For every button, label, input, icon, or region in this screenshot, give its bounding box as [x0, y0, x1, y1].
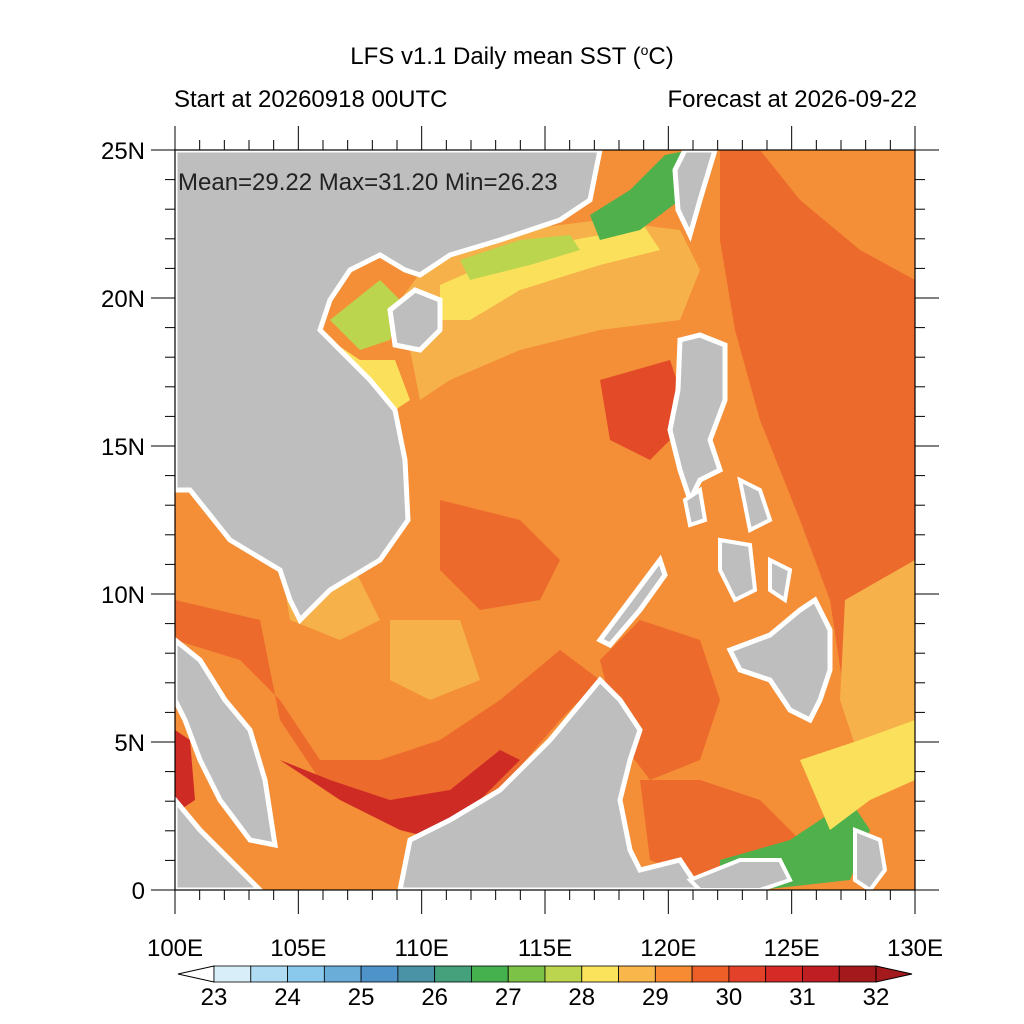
sst-pacific-e — [850, 360, 915, 600]
sst-27-5-coastal — [460, 235, 580, 280]
forecast-date-label: Forecast at 2026-09-22 — [667, 86, 917, 113]
colorbar-swatch — [471, 965, 509, 983]
sst-malacca-31 — [175, 730, 195, 810]
sst-pacific-se — [840, 560, 915, 760]
colorbar-label: 28 — [568, 984, 595, 1011]
colorbar-label: 23 — [201, 984, 228, 1011]
colorbar-swatch — [507, 965, 546, 983]
land-negros — [718, 537, 758, 603]
map-field — [175, 150, 915, 890]
colorbar-swatch — [434, 965, 472, 983]
colorbar-swatch — [397, 965, 436, 983]
colorbar-label: 27 — [495, 984, 522, 1011]
sst-south-central-29 — [390, 620, 480, 700]
land-mindanao — [726, 596, 833, 724]
land-hainan — [387, 287, 443, 353]
land-samar — [737, 476, 773, 533]
map-title: LFS v1.1 Daily mean SST (oC) — [350, 42, 674, 70]
colorbar-swatch — [728, 965, 767, 983]
sst-central-30 — [440, 500, 560, 610]
land-mindoro — [682, 486, 708, 528]
lat-tick-label: 10N — [101, 582, 145, 609]
land-leyte — [768, 556, 793, 604]
axis-layer: 25N 20N 15N 10N 5N 0 100E 105E 110E 115E 120E 125E 1… — [101, 126, 943, 962]
run-start-label: Start at 20260918 00UTC — [174, 86, 448, 113]
lat-tick-label: 5N — [114, 730, 145, 757]
colorbar-label: 29 — [642, 984, 669, 1011]
colorbar-min-arrow — [177, 965, 215, 983]
colorbar-label: 25 — [348, 984, 375, 1011]
land-borneo — [397, 676, 704, 890]
sst-28-band — [440, 220, 660, 320]
lat-tick-label: 0 — [132, 878, 145, 905]
lon-tick-label: 120E — [640, 935, 696, 962]
lon-tick-label: 100E — [147, 935, 203, 962]
colorbar-swatch — [691, 965, 730, 983]
colorbar-label: 32 — [863, 984, 890, 1011]
lon-tick-label: 115E — [518, 935, 572, 962]
colorbar-swatch — [360, 965, 399, 983]
colorbar-swatch — [250, 965, 288, 983]
colorbar-label: 30 — [716, 984, 743, 1011]
land-luzon — [667, 332, 728, 507]
lon-tick-label: 110E — [395, 935, 449, 962]
lat-tick-label: 20N — [101, 286, 145, 313]
colorbar-label: 31 — [789, 984, 816, 1011]
stats-label: Mean=29.22 Max=31.20 Min=26.23 — [178, 169, 558, 196]
land-halmahera — [853, 827, 888, 890]
land-palawan — [596, 554, 668, 649]
colorbar-swatch — [765, 965, 803, 983]
colorbar-swatch — [581, 965, 619, 983]
colorbar-swatch — [838, 965, 877, 983]
colorbar-label: 24 — [274, 984, 301, 1011]
colorbar-swatch — [802, 965, 840, 983]
land-sulawesi — [686, 858, 793, 890]
sst-28-molucca-north — [800, 720, 915, 830]
sst-gulf-tonkin — [330, 280, 400, 350]
lon-tick-label: 105E — [270, 935, 326, 962]
colorbar-swatch — [618, 965, 656, 983]
colorbar-swatch — [544, 965, 583, 983]
colorbar-swatch — [323, 965, 362, 983]
sst-pacific-ne — [760, 150, 915, 280]
lat-tick-label: 15N — [101, 434, 145, 461]
colorbar-swatch — [287, 965, 325, 983]
land-indochina — [175, 150, 603, 625]
colorbar: 23 24 25 26 27 28 29 30 31 32 — [177, 965, 913, 1011]
lon-tick-label: 130E — [887, 935, 943, 962]
lon-tick-label: 125E — [764, 935, 820, 962]
colorbar-swatch — [213, 965, 252, 983]
colorbar-swatch — [654, 965, 693, 983]
lat-tick-label: 25N — [101, 138, 145, 165]
colorbar-label: 26 — [421, 984, 448, 1011]
land-sumatra — [175, 796, 264, 890]
sst-luzon-west — [600, 360, 690, 460]
sst-pacific-warm — [720, 150, 915, 700]
sst-27-taiwan-strait — [590, 150, 690, 240]
colorbar-max-arrow — [875, 965, 913, 983]
land-malay-peninsula — [175, 636, 279, 849]
land-taiwan — [672, 150, 718, 243]
